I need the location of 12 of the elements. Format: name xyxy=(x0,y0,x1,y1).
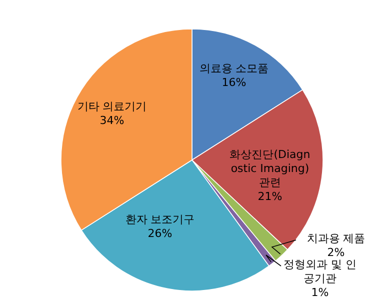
slice-label: 기타 의료기기 xyxy=(76,100,148,114)
slice-label: 치과용 제품 xyxy=(306,232,366,246)
data-label: 21% xyxy=(256,190,284,204)
data-label: 34% xyxy=(98,114,126,128)
slice-label: 화상진단(Diagnostic Imaging) 관련 xyxy=(228,148,312,190)
slice-label: 의료용 소모품 xyxy=(198,62,270,76)
slice-label: 환자 보조기구 xyxy=(124,213,196,227)
data-label: 1% xyxy=(310,286,330,300)
data-label: 2% xyxy=(326,246,346,260)
slice-label: 정형외과 및 인공기관 xyxy=(283,258,357,286)
data-label: 26% xyxy=(146,227,174,241)
data-label: 16% xyxy=(220,76,248,90)
